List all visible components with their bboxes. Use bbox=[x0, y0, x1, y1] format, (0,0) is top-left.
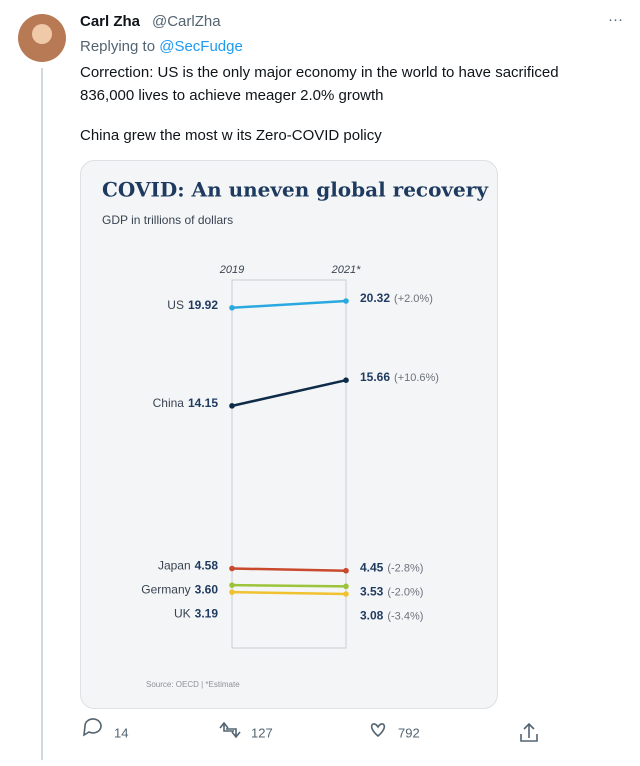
more-menu[interactable]: ··· bbox=[608, 11, 623, 28]
value-label: 15.66 bbox=[360, 370, 390, 384]
replying-to: Replying to @SecFudge bbox=[80, 38, 243, 55]
series-name: UK bbox=[174, 607, 191, 621]
right-label: 15.66 (+10.6%) bbox=[360, 370, 439, 384]
slope-line bbox=[231, 567, 347, 572]
like-icon[interactable] bbox=[370, 723, 386, 738]
change-label: (-2.8%) bbox=[387, 563, 423, 575]
end-dot bbox=[229, 582, 235, 588]
value-label: 20.32 bbox=[360, 291, 390, 305]
right-label: 4.45 (-2.8%) bbox=[360, 561, 423, 575]
tweet-text: 836,000 lives to achieve meager 2.0% gro… bbox=[80, 87, 384, 104]
end-dot bbox=[343, 591, 349, 597]
end-dot bbox=[229, 565, 235, 572]
end-dot bbox=[343, 298, 349, 304]
period-frame bbox=[231, 279, 347, 649]
reply-handle[interactable]: @SecFudge bbox=[159, 38, 243, 55]
author-name[interactable]: Carl Zha bbox=[80, 13, 141, 30]
value-label: 3.53 bbox=[360, 585, 384, 599]
avatar-face bbox=[32, 24, 52, 44]
chart-source: Source: OECD | *Estimate bbox=[146, 680, 240, 689]
right-label: 3.53 (-2.0%) bbox=[360, 585, 423, 599]
left-label: US 19.92 bbox=[167, 298, 218, 312]
slope-line bbox=[231, 583, 347, 588]
value-label: 14.15 bbox=[188, 396, 218, 410]
tweet-text: Correction: US is the only major economy… bbox=[80, 64, 559, 81]
end-dot bbox=[343, 583, 349, 590]
x-tick-label: 2019 bbox=[219, 264, 244, 276]
reply-icon[interactable] bbox=[83, 718, 102, 737]
end-dot bbox=[229, 403, 235, 409]
change-label: (-2.0%) bbox=[387, 587, 423, 599]
end-dot bbox=[343, 567, 349, 574]
series-name: Japan bbox=[158, 559, 191, 573]
end-dot bbox=[229, 589, 235, 595]
slope-line bbox=[231, 299, 347, 310]
value-label: 4.58 bbox=[195, 559, 219, 573]
tweet-text: China grew the most w its Zero-COVID pol… bbox=[80, 127, 382, 144]
slope-line bbox=[231, 590, 347, 596]
retweet-icon[interactable] bbox=[219, 721, 241, 739]
series-name: China bbox=[153, 396, 185, 410]
author-handle[interactable]: @CarlZha bbox=[152, 13, 221, 30]
chart-card[interactable] bbox=[80, 160, 498, 709]
reply-count[interactable]: 14 bbox=[114, 725, 128, 740]
change-label: (+2.0%) bbox=[394, 293, 433, 305]
slope-line bbox=[231, 378, 347, 408]
like-count[interactable]: 792 bbox=[398, 725, 420, 740]
end-dot bbox=[343, 377, 349, 383]
chart-title: COVID: An uneven global recovery bbox=[102, 178, 489, 202]
retweet-count[interactable]: 127 bbox=[251, 725, 273, 740]
value-label: 3.60 bbox=[195, 583, 219, 597]
right-label: 3.08 (-3.4%) bbox=[360, 609, 423, 623]
chart-subtitle: GDP in trillions of dollars bbox=[102, 213, 233, 227]
change-label: (-3.4%) bbox=[387, 611, 423, 623]
left-label: Germany 3.60 bbox=[141, 583, 218, 597]
value-label: 3.19 bbox=[195, 607, 219, 621]
change-label: (+10.6%) bbox=[394, 372, 439, 384]
left-label: Japan 4.58 bbox=[158, 559, 218, 573]
left-label: UK 3.19 bbox=[174, 607, 218, 621]
value-label: 3.08 bbox=[360, 609, 384, 623]
x-tick-label: 2021* bbox=[331, 264, 361, 276]
left-label: China 14.15 bbox=[153, 396, 219, 410]
end-dot bbox=[229, 304, 235, 311]
share-icon[interactable] bbox=[520, 722, 538, 742]
value-label: 4.45 bbox=[360, 561, 384, 575]
reply-prefix: Replying to bbox=[80, 38, 155, 55]
right-label: 20.32 (+2.0%) bbox=[360, 291, 433, 305]
series-name: US bbox=[167, 298, 184, 312]
series-name: Germany bbox=[141, 583, 190, 597]
value-label: 19.92 bbox=[188, 298, 218, 312]
